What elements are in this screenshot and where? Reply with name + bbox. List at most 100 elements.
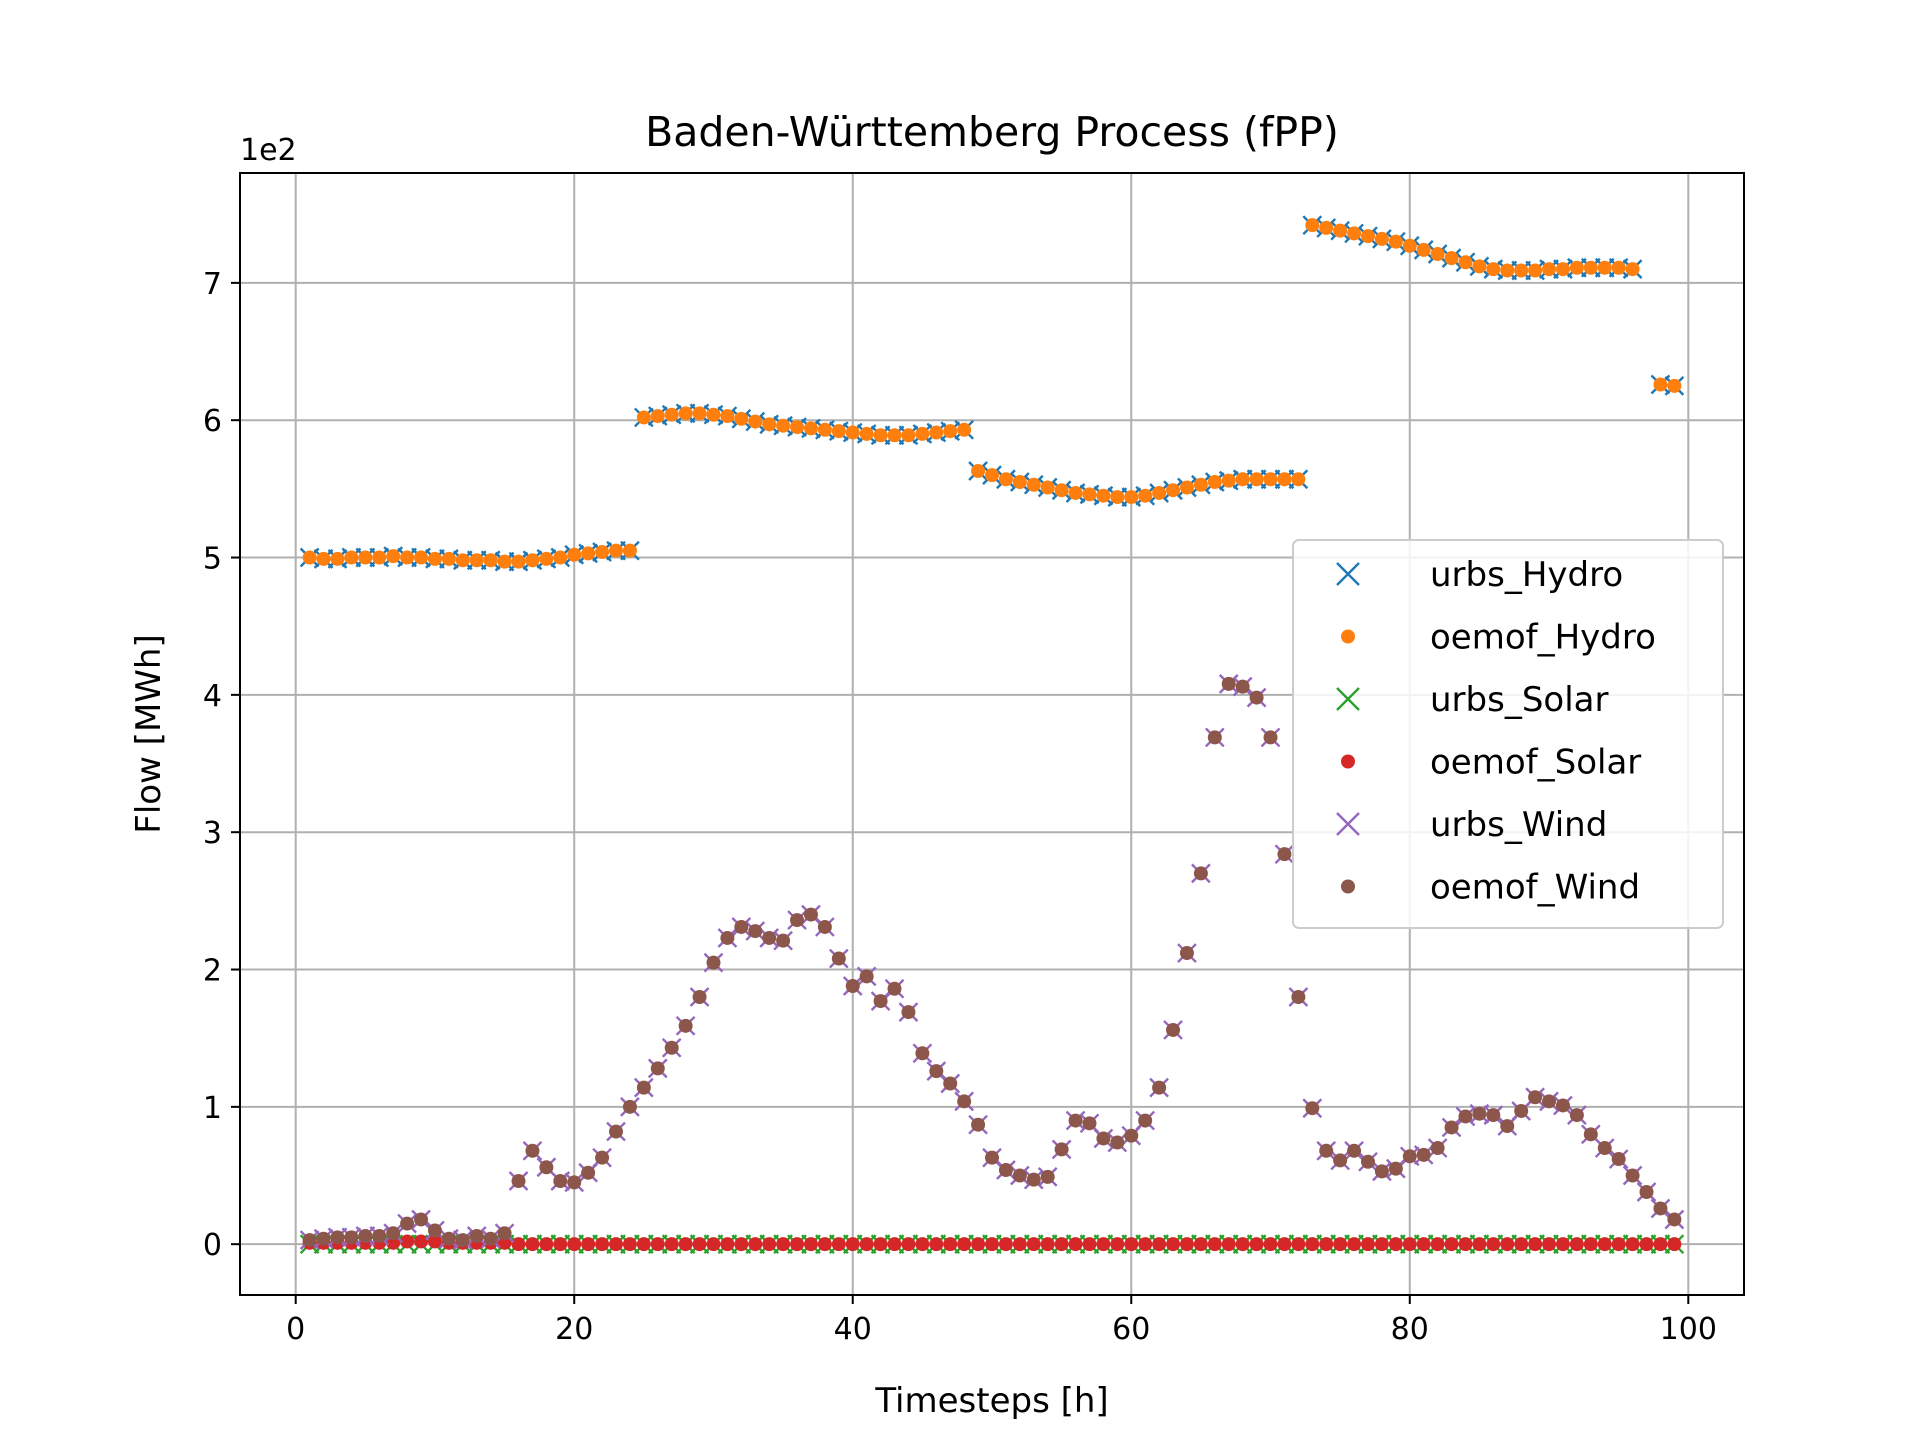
- data-point: [1639, 1237, 1654, 1252]
- data-point: [1138, 488, 1153, 503]
- data-point: [525, 1237, 540, 1252]
- data-point: [734, 411, 749, 426]
- data-point: [1040, 1237, 1055, 1252]
- data-point: [692, 989, 707, 1004]
- data-point: [1514, 1103, 1529, 1118]
- data-point: [302, 550, 317, 565]
- x-tick-label: 20: [555, 1312, 593, 1347]
- data-point: [609, 1124, 623, 1139]
- data-point: [1611, 1237, 1626, 1252]
- legend-label: urbs_Wind: [1430, 805, 1607, 845]
- data-point: [469, 553, 484, 568]
- data-point: [1291, 1237, 1306, 1252]
- data-point: [1388, 234, 1403, 249]
- data-point: [1388, 1237, 1403, 1252]
- data-point: [539, 1160, 554, 1175]
- data-point: [497, 1235, 512, 1250]
- data-point: [1012, 474, 1027, 489]
- data-point: [1291, 472, 1306, 487]
- series-oemof_Wind: [302, 676, 1682, 1248]
- data-point: [1263, 730, 1278, 745]
- data-point: [790, 420, 805, 435]
- data-point: [1583, 260, 1598, 275]
- data-point: [1124, 1128, 1139, 1143]
- data-point: [1026, 477, 1041, 492]
- data-point: [664, 1040, 679, 1055]
- data-point: [469, 1228, 484, 1243]
- data-point: [1110, 490, 1125, 505]
- data-point: [1305, 1101, 1320, 1116]
- data-point: [483, 553, 498, 568]
- data-point: [1542, 1094, 1557, 1109]
- data-point: [887, 981, 902, 996]
- data-point: [1179, 480, 1194, 495]
- data-point: [1152, 485, 1167, 500]
- data-point: [1458, 1109, 1473, 1124]
- data-point: [609, 543, 623, 558]
- data-point: [1263, 472, 1278, 487]
- data-point: [1514, 1237, 1529, 1252]
- data-point: [400, 1234, 415, 1249]
- data-point: [344, 1230, 359, 1245]
- data-point: [1542, 1237, 1557, 1252]
- data-point: [1569, 1237, 1584, 1252]
- data-point: [1054, 1142, 1069, 1157]
- data-point: [1319, 1237, 1334, 1252]
- data-point: [1639, 1185, 1654, 1200]
- data-point: [706, 1237, 721, 1252]
- data-point: [1305, 218, 1320, 233]
- data-point: [511, 1237, 526, 1252]
- data-point: [873, 428, 888, 443]
- data-point: [929, 1064, 944, 1079]
- data-point: [1277, 1237, 1292, 1252]
- data-point: [790, 1237, 805, 1252]
- x-tick-label: 60: [1112, 1312, 1150, 1347]
- legend-label: urbs_Solar: [1430, 680, 1608, 720]
- y-tick-label: 0: [203, 1228, 222, 1263]
- data-point: [1138, 1113, 1153, 1128]
- data-point: [678, 406, 693, 421]
- x-tick-label: 0: [286, 1312, 305, 1347]
- data-point: [1068, 1237, 1083, 1252]
- data-point: [1166, 1237, 1181, 1252]
- data-point: [1430, 1141, 1445, 1156]
- x-tick-label: 40: [834, 1312, 872, 1347]
- data-point: [1138, 1237, 1153, 1252]
- data-point: [998, 1237, 1013, 1252]
- data-point: [692, 1237, 707, 1252]
- data-point: [1374, 231, 1389, 246]
- data-point: [414, 1234, 429, 1249]
- data-point: [1193, 1237, 1208, 1252]
- data-point: [358, 1228, 373, 1243]
- data-point: [372, 1228, 387, 1243]
- data-point: [455, 553, 470, 568]
- data-point: [859, 969, 874, 984]
- data-point: [776, 418, 791, 433]
- data-point: [1249, 690, 1264, 705]
- data-point: [1472, 259, 1487, 274]
- data-point: [985, 1150, 999, 1165]
- data-point: [1263, 1237, 1278, 1252]
- data-point: [441, 1231, 456, 1246]
- data-point: [929, 425, 944, 440]
- data-point: [803, 907, 818, 922]
- data-point: [1026, 1172, 1041, 1187]
- y-tick-label: 4: [203, 679, 222, 714]
- data-point: [1444, 1237, 1459, 1252]
- data-point: [762, 1237, 777, 1252]
- data-point: [1166, 1022, 1181, 1037]
- data-point: [1166, 483, 1181, 498]
- data-point: [1597, 1237, 1612, 1252]
- data-point: [581, 546, 596, 561]
- data-point: [943, 1076, 958, 1091]
- data-point: [915, 426, 930, 441]
- data-point: [1472, 1237, 1487, 1252]
- data-point: [497, 1226, 512, 1241]
- data-point: [567, 1237, 582, 1252]
- data-point: [1179, 946, 1194, 961]
- data-point: [1653, 377, 1668, 392]
- data-point: [971, 1117, 986, 1132]
- data-point: [678, 1018, 693, 1033]
- data-point: [692, 406, 707, 421]
- data-point: [414, 1212, 429, 1227]
